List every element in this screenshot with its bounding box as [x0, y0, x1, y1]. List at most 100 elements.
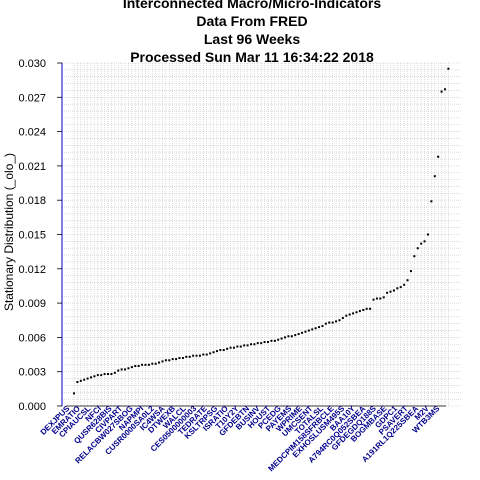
data-point	[212, 351, 215, 354]
data-point	[399, 286, 402, 289]
data-point	[93, 375, 96, 378]
data-point	[437, 155, 440, 158]
data-point	[249, 343, 252, 346]
x-axis-ticks: DEXJPUSEMRATIOCPIAUCSLNFCIQUSR628BISCIVP…	[39, 404, 442, 474]
data-point	[392, 289, 395, 292]
y-axis-label: Stationary Distribution (_olo_)	[2, 153, 16, 311]
data-point	[328, 321, 331, 324]
data-point	[100, 374, 103, 377]
y-tick-label: 0.006	[18, 332, 46, 344]
data-point	[348, 313, 351, 316]
data-point	[256, 342, 259, 345]
grid	[62, 62, 462, 407]
y-tick-label: 0.003	[18, 367, 46, 379]
data-point	[124, 368, 127, 371]
data-points	[73, 67, 450, 395]
data-point	[181, 356, 184, 359]
data-point	[358, 310, 361, 313]
data-point	[420, 242, 423, 245]
data-point	[239, 345, 242, 348]
data-point	[267, 340, 269, 343]
data-point	[236, 345, 239, 348]
data-point	[243, 344, 246, 347]
data-point	[246, 344, 249, 347]
data-point	[372, 298, 375, 301]
data-point	[76, 380, 79, 383]
data-point	[379, 297, 382, 300]
data-point	[73, 392, 75, 395]
data-point	[318, 326, 321, 329]
data-point	[280, 337, 283, 340]
data-point	[403, 283, 406, 286]
data-point	[209, 352, 212, 355]
data-point	[260, 342, 263, 345]
data-point	[263, 340, 266, 343]
data-point	[113, 371, 116, 374]
data-point	[103, 372, 106, 375]
data-point	[270, 339, 273, 342]
data-point	[127, 367, 130, 370]
data-point	[198, 354, 201, 357]
data-point	[321, 324, 324, 327]
data-point	[110, 372, 113, 375]
data-point	[219, 348, 222, 351]
data-point	[304, 330, 307, 333]
y-tick-label: 0.024	[18, 127, 46, 139]
data-point	[195, 354, 198, 357]
data-point	[324, 322, 327, 325]
data-point	[386, 291, 389, 294]
y-tick-label: 0.000	[18, 401, 46, 413]
data-point	[352, 312, 355, 315]
data-point	[141, 363, 144, 366]
data-point	[375, 297, 378, 300]
data-point	[338, 319, 341, 322]
data-point	[284, 336, 287, 339]
data-point	[273, 339, 276, 342]
data-point	[345, 314, 348, 317]
title-line: Processed Sun Mar 11 16:34:22 2018	[130, 49, 374, 65]
data-point	[423, 240, 426, 243]
data-point	[413, 255, 416, 258]
data-point	[396, 287, 399, 290]
data-point	[277, 338, 280, 341]
data-point	[287, 335, 290, 338]
data-point	[202, 353, 205, 356]
data-point	[137, 364, 140, 367]
data-point	[164, 359, 167, 362]
data-point	[192, 354, 195, 357]
data-point	[117, 369, 120, 372]
data-point	[331, 321, 334, 324]
data-point	[307, 329, 310, 332]
data-point	[297, 332, 300, 335]
data-point	[130, 366, 133, 369]
data-point	[294, 334, 297, 337]
data-point	[175, 358, 178, 361]
title-line: Last 96 Weeks	[204, 31, 300, 47]
data-point	[215, 350, 218, 353]
data-point	[409, 270, 412, 273]
data-point	[79, 379, 82, 382]
data-point	[151, 362, 154, 365]
chart-title: Interconnected Macro/Micro-Indicators Dat…	[123, 0, 381, 65]
y-tick-label: 0.009	[18, 298, 46, 310]
data-point	[382, 296, 385, 299]
data-point	[440, 90, 443, 93]
data-point	[120, 368, 123, 371]
data-point	[433, 175, 436, 178]
y-tick-label: 0.030	[18, 58, 46, 70]
data-point	[161, 360, 164, 363]
data-point	[335, 320, 338, 323]
y-axis-ticks: 0.000 0.003 0.006 0.009 0.012 0.015 0.018 0.021…	[18, 58, 62, 413]
data-point	[96, 374, 99, 377]
data-point	[178, 356, 181, 359]
data-point	[311, 328, 314, 331]
data-point	[314, 327, 317, 330]
data-point	[144, 363, 147, 366]
data-point	[222, 348, 225, 351]
data-point	[226, 347, 229, 350]
title-line: Interconnected Macro/Micro-Indicators	[123, 0, 381, 11]
data-point	[188, 355, 191, 358]
data-point	[90, 376, 93, 379]
data-point	[406, 279, 409, 282]
